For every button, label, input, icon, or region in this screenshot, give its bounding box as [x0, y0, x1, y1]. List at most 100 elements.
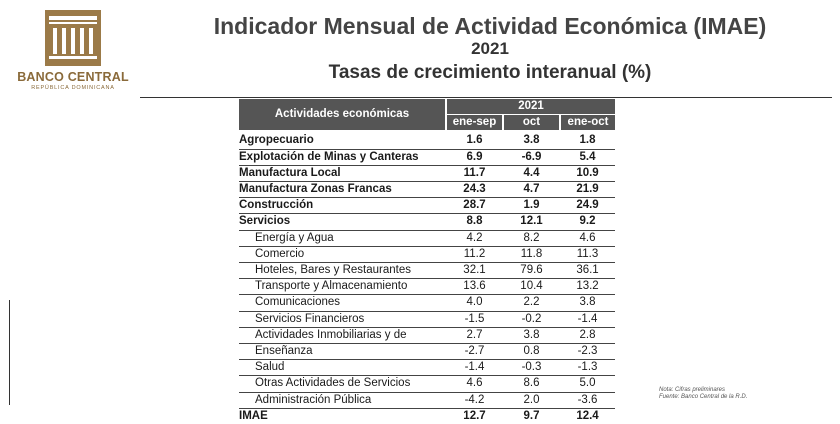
value-ene-sep: 8.8: [446, 213, 503, 231]
activity-name: Administración Pública: [239, 392, 446, 409]
page-subtitle: Tasas de crecimiento interanual (%): [328, 62, 652, 83]
value-ene-sep: 11.2: [446, 246, 503, 264]
value-oct: 11.8: [503, 246, 560, 264]
value-ene-oct: 1.8: [560, 130, 616, 150]
table-row: Manufactura Zonas Francas 24.3 4.7 21.9: [239, 181, 616, 199]
activity-name: Agropecuario: [239, 130, 446, 150]
table-row: Actividades Inmobiliarias y de 2.7 3.8 2…: [239, 327, 616, 345]
activity-name: Explotación de Minas y Canteras: [239, 149, 446, 166]
logo-name: BANCO CENTRAL: [17, 70, 129, 84]
activity-name: Energía y Agua: [239, 230, 446, 247]
value-ene-sep: 1.6: [446, 130, 503, 150]
table-row: Manufactura Local 11.7 4.4 10.9: [239, 165, 616, 183]
value-oct: 8.2: [503, 230, 560, 247]
period-header-ene-oct: ene-oct: [558, 114, 616, 131]
value-ene-oct: -1.4: [560, 311, 616, 328]
value-ene-oct: -2.3: [560, 343, 616, 361]
activity-column-header: Actividades económicas: [239, 99, 447, 131]
table-row: Servicios 8.8 12.1 9.2: [239, 213, 616, 231]
value-ene-oct: 13.2: [560, 278, 616, 296]
year-column-header: 2021: [446, 99, 616, 115]
value-oct: 3.8: [503, 327, 560, 345]
value-oct: 3.8: [503, 130, 560, 150]
table-row: Salud -1.4 -0.3 -1.3: [239, 359, 616, 377]
value-ene-sep: 24.3: [446, 181, 503, 199]
value-ene-sep: 4.2: [446, 230, 503, 247]
value-ene-oct: 5.4: [560, 149, 616, 166]
activity-name: Enseñanza: [239, 343, 446, 361]
table-row: Enseñanza -2.7 0.8 -2.3: [239, 343, 616, 361]
value-oct: 2.2: [503, 294, 560, 312]
value-ene-oct: -1.3: [560, 359, 616, 377]
value-ene-oct: 9.2: [560, 213, 616, 231]
value-oct: 0.8: [503, 343, 560, 361]
left-margin-rule: [9, 300, 10, 405]
banco-central-logo: BANCO CENTRAL REPÚBLICA DOMINICANA: [8, 10, 138, 94]
value-ene-oct: 2.8: [560, 327, 616, 345]
activity-name: Salud: [239, 359, 446, 377]
value-ene-sep: 13.6: [446, 278, 503, 296]
value-oct: -0.3: [503, 359, 560, 377]
activity-name: Hoteles, Bares y Restaurantes: [239, 262, 446, 280]
growth-rates-table: Actividades económicas 2021 ene-sep oct …: [239, 99, 616, 424]
table-row: Construcción 28.7 1.9 24.9: [239, 197, 616, 215]
table-row: Comercio 11.2 11.8 11.3: [239, 246, 616, 264]
value-ene-sep: 4.6: [446, 375, 503, 393]
period-header-ene-sep: ene-sep: [446, 114, 503, 131]
period-header-oct: oct: [502, 114, 560, 131]
value-oct: 12.1: [503, 213, 560, 231]
value-oct: 8.6: [503, 375, 560, 393]
table-row: Otras Actividades de Servicios 4.6 8.6 5…: [239, 375, 616, 393]
footnote: Nota: Cifras preliminares Fuente: Banco …: [659, 387, 747, 401]
value-ene-sep: 28.7: [446, 197, 503, 215]
logo-subtitle: REPÚBLICA DOMINICANA: [31, 85, 115, 91]
value-ene-oct: 24.9: [560, 197, 616, 215]
table-row: Hoteles, Bares y Restaurantes 32.1 79.6 …: [239, 262, 616, 280]
value-ene-sep: -2.7: [446, 343, 503, 361]
activity-name: Servicios: [239, 213, 446, 231]
value-oct: 4.4: [503, 165, 560, 183]
footnote-source: Fuente: Banco Central de la R.D.: [659, 394, 748, 400]
activity-name: Construcción: [239, 197, 446, 215]
table-row: Transporte y Almacenamiento 13.6 10.4 13…: [239, 278, 616, 296]
value-ene-sep: 4.0: [446, 294, 503, 312]
value-oct: 1.9: [503, 197, 560, 215]
value-ene-oct: 10.9: [560, 165, 616, 183]
footnote-preliminary: Nota: Cifras preliminares: [659, 387, 726, 393]
value-oct: -0.2: [503, 311, 560, 328]
table-row: Servicios Financieros -1.5 -0.2 -1.4: [239, 311, 616, 328]
activity-name: Manufactura Zonas Francas: [239, 181, 446, 199]
table-row: Comunicaciones 4.0 2.2 3.8: [239, 294, 616, 312]
activity-name: Transporte y Almacenamiento: [239, 278, 446, 296]
table-row-imae: IMAE 12.7 9.7 12.4: [239, 408, 615, 424]
value-ene-oct: 4.6: [560, 230, 616, 247]
activity-name: Comercio: [239, 246, 446, 264]
page-title: Indicador Mensual de Actividad Económica…: [213, 13, 767, 39]
building-columns-icon: [45, 10, 101, 66]
table-row: Energía y Agua 4.2 8.2 4.6: [239, 230, 616, 247]
value-ene-sep: 2.7: [446, 327, 503, 345]
value-oct: 79.6: [503, 262, 560, 280]
value-ene-oct: -3.6: [560, 392, 616, 409]
value-ene-sep: 11.7: [446, 165, 503, 183]
page-year: 2021: [471, 39, 509, 58]
value-ene-oct: 3.8: [560, 294, 616, 312]
value-oct: 4.7: [503, 181, 560, 199]
value-ene-sep: 12.7: [463, 409, 486, 422]
value-ene-sep: 32.1: [446, 262, 503, 280]
table-row: Explotación de Minas y Canteras 6.9 -6.9…: [239, 149, 616, 166]
value-ene-oct: 21.9: [560, 181, 616, 199]
value-ene-oct: 5.0: [560, 375, 616, 393]
value-ene-oct: 12.4: [576, 409, 599, 422]
value-oct: -6.9: [503, 149, 560, 166]
value-ene-sep: -1.5: [446, 311, 503, 328]
activity-name: Servicios Financieros: [239, 311, 446, 328]
header-divider: [140, 97, 832, 98]
table-row: Agropecuario 1.6 3.8 1.8: [239, 130, 616, 150]
activity-name: IMAE: [239, 409, 268, 422]
activity-name: Comunicaciones: [239, 294, 446, 312]
value-oct: 2.0: [503, 392, 560, 409]
table-row: Administración Pública -4.2 2.0 -3.6: [239, 392, 616, 409]
activity-name: Manufactura Local: [239, 165, 446, 183]
value-ene-sep: -1.4: [446, 359, 503, 377]
